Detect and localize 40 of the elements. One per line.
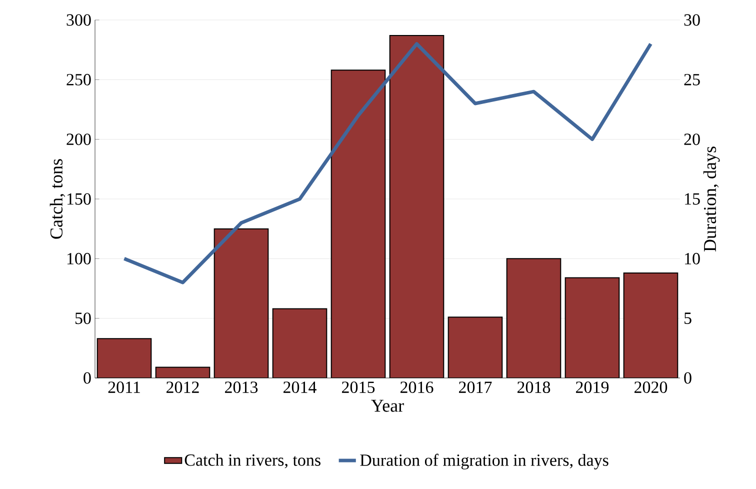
- y-tick-label: 50: [75, 312, 91, 324]
- y2-tick-label: 5: [684, 312, 692, 324]
- y2-axis-title: Duration, days: [703, 146, 720, 252]
- y2-tick-label: 20: [684, 134, 700, 146]
- bar: [448, 316, 503, 378]
- bar: [96, 338, 152, 378]
- x-tick-label: 2019: [576, 382, 609, 393]
- x-tick-label: 2012: [166, 382, 199, 393]
- y-tick-label: 200: [66, 134, 91, 146]
- bar: [156, 367, 210, 378]
- x-tick-label: 2014: [284, 382, 316, 393]
- x-axis-title: Year: [371, 400, 404, 412]
- y-tick-label: 250: [66, 74, 91, 86]
- bar: [564, 277, 620, 378]
- y2-tick-label: 0: [684, 372, 692, 384]
- x-tick-label: 2020: [634, 382, 668, 393]
- x-tick-label: 2015: [342, 382, 375, 393]
- x-tick-label: 2011: [108, 382, 140, 393]
- bar: [389, 35, 444, 378]
- x-tick-label: 2016: [400, 382, 434, 393]
- x-tick-label: 2017: [459, 382, 492, 393]
- y2-tick-label: 30: [684, 14, 700, 26]
- y-axis-title: Catch, tons: [50, 159, 66, 239]
- y2-tick-label: 25: [684, 74, 700, 86]
- y-tick-label: 100: [67, 252, 91, 264]
- y2-tick-label: 15: [685, 193, 700, 205]
- x-tick-label: 2018: [517, 382, 550, 393]
- y-tick-label: 300: [66, 14, 91, 26]
- x-tick-label: 2013: [225, 382, 258, 393]
- legend-label: Duration of migration in rivers, days: [360, 454, 608, 470]
- bar: [272, 308, 328, 378]
- bar: [214, 228, 269, 378]
- bar: [330, 70, 386, 378]
- bar: [506, 258, 562, 378]
- line-series: [122, 42, 652, 284]
- bar: [623, 272, 678, 378]
- legend-label: Catch in rivers, tons: [184, 454, 320, 468]
- y-tick-label: 0: [84, 372, 91, 384]
- y-tick-label: 150: [67, 193, 91, 205]
- y2-tick-label: 10: [685, 252, 700, 264]
